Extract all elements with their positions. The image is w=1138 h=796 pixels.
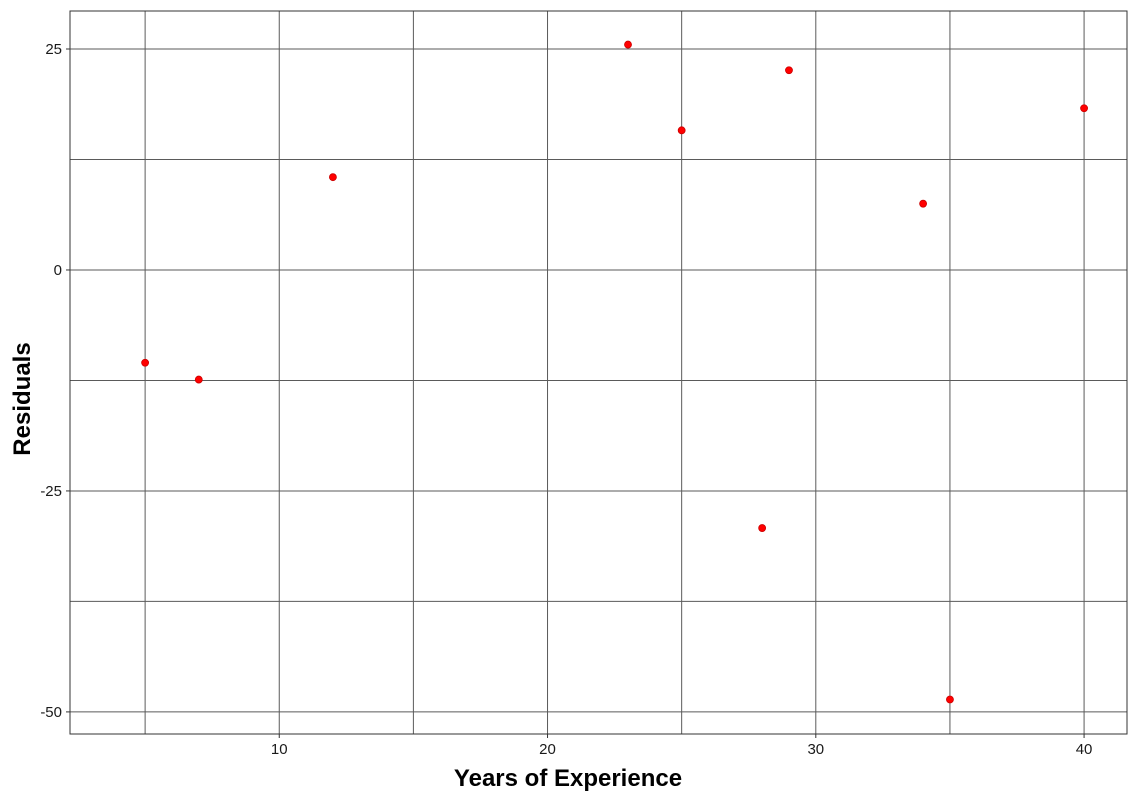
y-tick-label: 25 [45, 41, 62, 58]
x-axis-title: Years of Experience [454, 765, 682, 792]
plot-panel-border [69, 10, 1128, 735]
data-points [141, 40, 1088, 704]
data-point [758, 524, 767, 532]
data-point [141, 358, 150, 367]
x-tick-label: 30 [807, 741, 824, 758]
x-tick-label: 10 [271, 741, 288, 758]
data-point [194, 375, 203, 384]
x-tick-label: 40 [1076, 741, 1093, 758]
data-point [677, 126, 686, 135]
data-point [785, 66, 793, 75]
data-point [1080, 104, 1088, 113]
axis-ticks: 10 20 30 40 -50 -25 0 25 [40, 41, 1092, 758]
y-tick-label: -25 [40, 483, 62, 500]
data-point [329, 173, 337, 182]
y-tick-label: -50 [40, 704, 62, 721]
data-point [624, 40, 632, 49]
data-point [946, 695, 954, 704]
y-axis-title: Residuals [9, 342, 36, 455]
y-tick-label: 0 [54, 262, 62, 279]
data-point [919, 199, 928, 208]
x-tick-label: 20 [539, 741, 556, 758]
grid-lines [70, 11, 1127, 734]
